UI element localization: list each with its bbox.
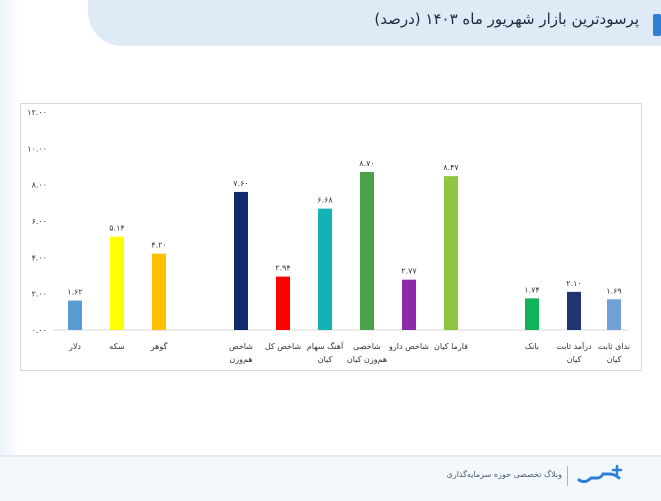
- bar: [525, 298, 539, 330]
- bar: [68, 300, 82, 330]
- x-tick-label: فارما کیان: [434, 342, 468, 351]
- y-tick-label: ۸.۰۰: [32, 181, 47, 190]
- bar: [276, 276, 290, 330]
- y-tick-label: ۴.۰۰: [32, 253, 47, 262]
- x-tick-label: کیان: [607, 355, 622, 364]
- value-label: ۲.۹۴: [275, 264, 290, 273]
- bar: [567, 291, 581, 330]
- chart-frame: ۰.۰۰ ۲.۰۰ ۴.۰۰ ۶.۰۰ ۸.۰۰ ۱۰.۰۰ ۱۲.۰۰ ۱.۶۲ ۵.۱۴ ۴…: [20, 103, 642, 371]
- y-tick-label: ۶.۰۰: [32, 217, 47, 226]
- x-tick-label: شاخص: [229, 342, 253, 351]
- bar: [402, 279, 416, 330]
- x-labels-group: دلار سکه گوهر شاخص هم‌وزن شاخص کل آهنگ سهام کیا…: [68, 341, 630, 364]
- bar-chart: ۰.۰۰ ۲.۰۰ ۴.۰۰ ۶.۰۰ ۸.۰۰ ۱۰.۰۰ ۱۲.۰۰ ۱.۶۲ ۵.۱۴ ۴…: [27, 108, 630, 364]
- x-tick-label: ندای ثابت: [598, 342, 630, 351]
- bars-group: [68, 171, 621, 330]
- brand-logo-icon[interactable]: [575, 462, 627, 488]
- header-bar: پرسودترین بازار شهریور ماه ۱۴۰۳ (درصد): [88, 0, 661, 46]
- footer-separator: [567, 466, 568, 486]
- x-tick-label: کیان: [567, 355, 582, 364]
- y-tick-label: ۱۰.۰۰: [27, 144, 47, 153]
- x-tick-label: هم‌وزن کیان: [347, 355, 387, 364]
- bar: [234, 191, 248, 330]
- value-label: ۸.۴۷: [443, 163, 459, 172]
- left-decor-strip: [0, 0, 20, 499]
- y-tick-label: ۲.۰۰: [32, 290, 47, 299]
- page-title: پرسودترین بازار شهریور ماه ۱۴۰۳ (درصد): [374, 10, 639, 28]
- x-tick-label: کیان: [318, 355, 333, 364]
- value-labels-group: ۱.۶۲ ۵.۱۴ ۴.۲۰ ۷.۶۰ ۲.۹۴ ۶.۶۸ ۸.۷۰ ۲.۷۷ ۸.۴۷ ۱.۷۴…: [67, 159, 621, 297]
- value-label: ۵.۱۴: [109, 224, 124, 233]
- x-tick-label: بانک: [525, 342, 539, 351]
- x-tick-label: دلار: [68, 342, 81, 351]
- title-accent-mark: [653, 14, 661, 36]
- value-label: ۲.۱۰: [566, 279, 581, 288]
- x-tick-label: درآمد ثابت: [556, 341, 592, 351]
- value-label: ۱.۶۲: [67, 288, 82, 297]
- x-tick-label: شاخصی: [353, 342, 381, 351]
- value-label: ۷.۶۰: [233, 179, 248, 188]
- value-label: ۶.۶۸: [317, 196, 333, 205]
- bar: [318, 208, 332, 330]
- x-tick-label: هم‌وزن: [229, 355, 252, 364]
- value-label: ۸.۷۰: [359, 159, 374, 168]
- footer-tagline: وبلاگ تخصصی حوزه سرمایه‌گذاری: [446, 470, 562, 479]
- value-label: ۴.۲۰: [151, 241, 166, 250]
- y-tick-label: ۱۲.۰۰: [27, 108, 47, 117]
- bar: [110, 236, 124, 330]
- bar: [360, 171, 374, 330]
- x-tick-label: گوهر: [150, 341, 168, 351]
- x-tick-label: شاخص دارو: [388, 342, 429, 351]
- footer-bar: [0, 455, 661, 501]
- y-tick-label: ۰.۰۰: [32, 326, 47, 335]
- bar: [607, 299, 621, 330]
- bar: [152, 253, 166, 330]
- x-tick-label: آهنگ سهام: [307, 341, 344, 351]
- value-label: ۲.۷۷: [401, 267, 417, 276]
- value-label: ۱.۷۴: [524, 285, 539, 294]
- x-tick-label: شاخص کل: [265, 342, 302, 351]
- value-label: ۱.۶۹: [606, 286, 621, 295]
- bar: [444, 176, 458, 330]
- x-tick-label: سکه: [109, 342, 125, 351]
